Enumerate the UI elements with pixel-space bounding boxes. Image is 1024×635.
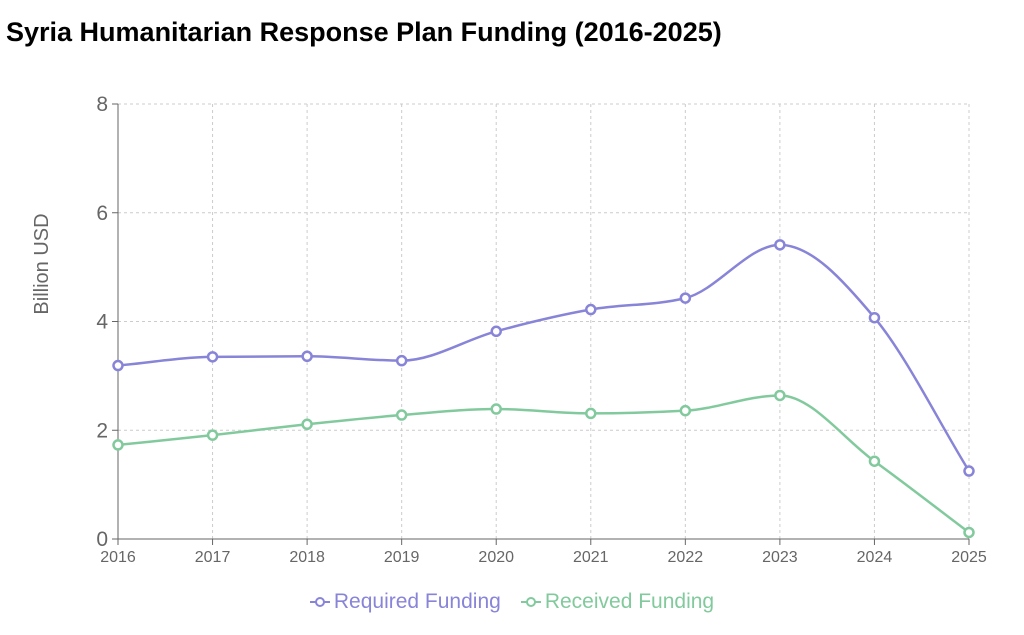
data-point-required (774, 239, 786, 251)
legend-line-required-icon (309, 597, 330, 607)
data-point-required (963, 465, 975, 477)
data-point-required (679, 292, 692, 304)
x-tick-label: 2020 (478, 549, 514, 566)
data-point-received (112, 439, 124, 451)
legend-item-required[interactable]: Required Funding (309, 590, 501, 614)
y-tick-label: 4 (96, 311, 108, 334)
series-line-required (117, 243, 971, 472)
y-tick-label: 2 (96, 419, 108, 442)
x-tick-label: 2025 (951, 549, 987, 566)
data-point-received (868, 455, 881, 467)
data-point-required (868, 311, 881, 324)
x-axis-ticks: 2016 2017 2018 2019 2020 2021 2022 2023 2024 2025 (100, 539, 987, 566)
x-tick-label: 2017 (195, 549, 231, 566)
y-tick-label: 0 (96, 528, 108, 551)
legend-item-received[interactable]: Received Funding (520, 590, 715, 614)
grid-lines (118, 103, 970, 539)
legend: Required Funding Received Funding (0, 588, 1024, 616)
data-point-required (395, 354, 408, 367)
data-point-required (301, 350, 313, 363)
data-point-received (679, 404, 692, 417)
x-tick-label: 2024 (857, 549, 893, 566)
data-point-received (395, 409, 408, 421)
data-point-required (112, 359, 124, 372)
x-tick-label: 2018 (289, 549, 325, 566)
x-tick-label: 2021 (573, 549, 609, 566)
series-lines (112, 239, 975, 539)
data-point-required (206, 351, 219, 363)
data-point-received (585, 407, 597, 420)
y-axis-label: Billion USD (31, 213, 53, 314)
x-tick-label: 2022 (668, 549, 704, 566)
data-point-received (774, 389, 786, 402)
y-tick-label: 8 (96, 93, 108, 116)
legend-label-required: Required Funding (333, 590, 501, 613)
chart-title: Syria Humanitarian Response Plan Funding… (6, 17, 722, 47)
y-tick-label: 6 (96, 202, 108, 225)
x-tick-label: 2023 (762, 549, 798, 566)
y-axis-ticks: 0 2 4 6 8 (96, 93, 118, 551)
data-point-received (963, 526, 975, 539)
x-tick-label: 2016 (100, 549, 136, 566)
legend-label-received: Received Funding (544, 590, 715, 613)
series-line-received (117, 394, 970, 534)
data-point-required (490, 325, 502, 338)
x-tick-label: 2019 (384, 549, 420, 566)
data-point-required (585, 303, 597, 316)
data-point-received (206, 429, 219, 441)
data-point-received (490, 403, 502, 415)
data-point-received (301, 418, 313, 431)
legend-line-received-icon (520, 597, 541, 607)
